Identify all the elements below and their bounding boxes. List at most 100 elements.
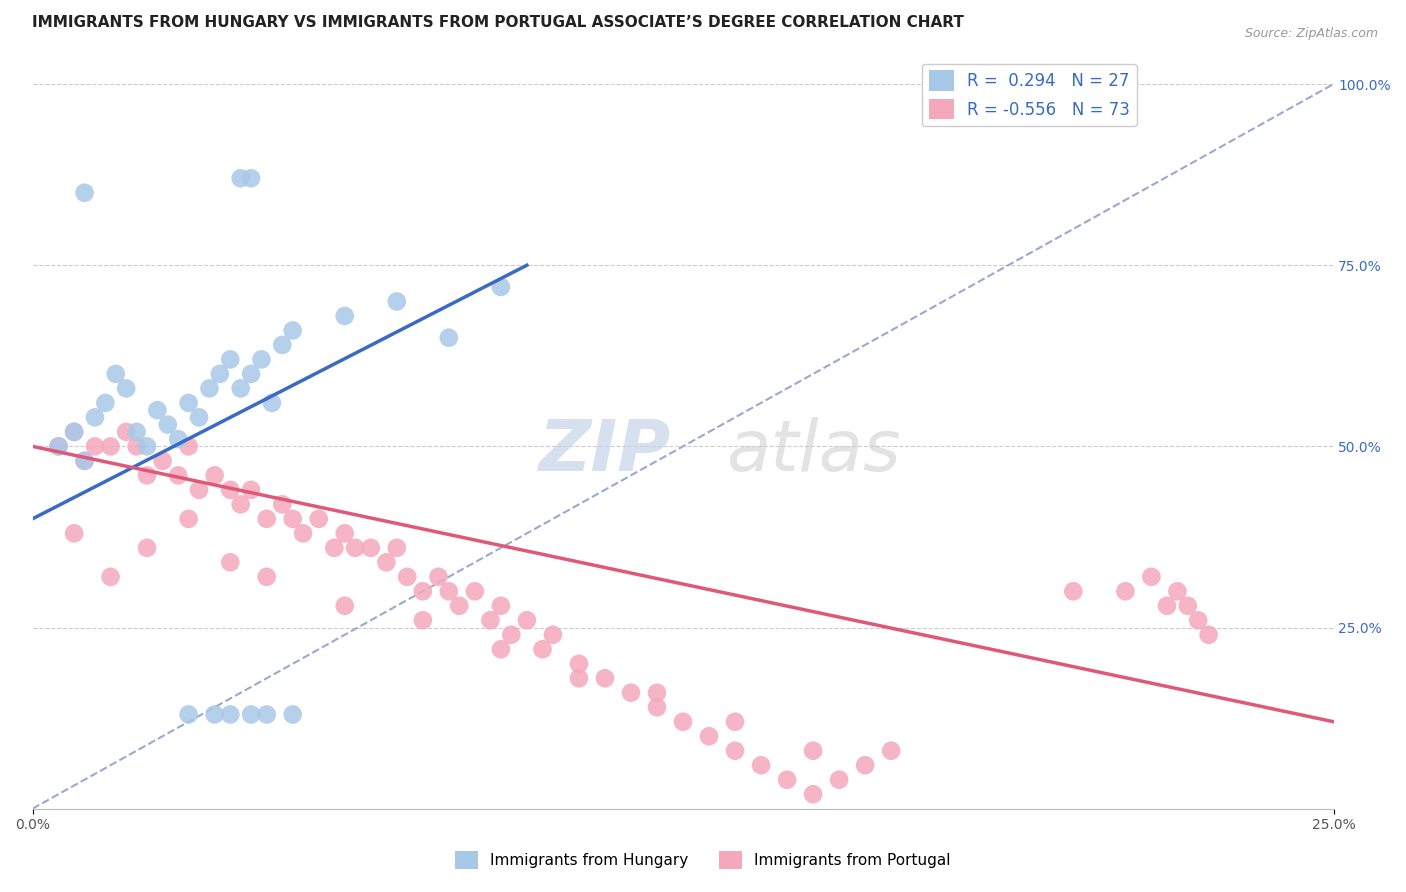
Point	[188, 410, 211, 425]
Point	[188, 483, 211, 497]
Point	[1198, 628, 1220, 642]
Text: Source: ZipAtlas.com: Source: ZipAtlas.com	[1244, 27, 1378, 40]
Point	[219, 555, 242, 569]
Point	[516, 613, 538, 627]
Point	[1114, 584, 1136, 599]
Legend: Immigrants from Hungary, Immigrants from Portugal: Immigrants from Hungary, Immigrants from…	[449, 845, 957, 875]
Point	[94, 396, 117, 410]
Point	[84, 410, 107, 425]
Point	[385, 541, 408, 555]
Point	[749, 758, 772, 772]
Point	[240, 367, 263, 381]
Point	[177, 512, 200, 526]
Point	[63, 425, 86, 439]
Point	[385, 294, 408, 309]
Point	[229, 171, 252, 186]
Point	[146, 403, 169, 417]
Point	[219, 707, 242, 722]
Point	[256, 570, 278, 584]
Point	[136, 541, 159, 555]
Point	[271, 338, 294, 352]
Point	[333, 309, 356, 323]
Point	[801, 787, 824, 801]
Point	[136, 468, 159, 483]
Point	[333, 599, 356, 613]
Point	[281, 323, 304, 337]
Point	[593, 671, 616, 685]
Point	[219, 483, 242, 497]
Point	[1187, 613, 1209, 627]
Point	[437, 331, 460, 345]
Point	[281, 512, 304, 526]
Point	[260, 396, 283, 410]
Point	[63, 526, 86, 541]
Point	[776, 772, 799, 787]
Point	[240, 483, 263, 497]
Point	[125, 439, 148, 453]
Point	[100, 570, 122, 584]
Point	[724, 744, 747, 758]
Point	[73, 186, 96, 200]
Point	[204, 707, 226, 722]
Point	[73, 454, 96, 468]
Point	[1166, 584, 1188, 599]
Text: ZIP: ZIP	[538, 417, 671, 485]
Point	[828, 772, 851, 787]
Point	[240, 707, 263, 722]
Point	[177, 439, 200, 453]
Point	[697, 729, 720, 743]
Point	[177, 396, 200, 410]
Point	[489, 642, 512, 657]
Point	[152, 454, 174, 468]
Point	[568, 671, 591, 685]
Point	[308, 512, 330, 526]
Point	[333, 526, 356, 541]
Point	[167, 432, 190, 446]
Point	[256, 707, 278, 722]
Point	[489, 599, 512, 613]
Point	[125, 425, 148, 439]
Point	[375, 555, 398, 569]
Point	[156, 417, 179, 432]
Point	[412, 613, 434, 627]
Point	[84, 439, 107, 453]
Point	[412, 584, 434, 599]
Point	[479, 613, 502, 627]
Point	[73, 454, 96, 468]
Point	[724, 714, 747, 729]
Point	[1177, 599, 1199, 613]
Point	[360, 541, 382, 555]
Point	[204, 468, 226, 483]
Point	[229, 497, 252, 511]
Point	[1156, 599, 1178, 613]
Point	[271, 497, 294, 511]
Point	[63, 425, 86, 439]
Point	[104, 367, 127, 381]
Point	[568, 657, 591, 671]
Point	[396, 570, 419, 584]
Point	[672, 714, 695, 729]
Point	[344, 541, 367, 555]
Point	[48, 439, 70, 453]
Point	[801, 744, 824, 758]
Point	[880, 744, 903, 758]
Point	[464, 584, 486, 599]
Point	[323, 541, 346, 555]
Point	[115, 381, 138, 395]
Point	[250, 352, 273, 367]
Point	[115, 425, 138, 439]
Point	[645, 686, 668, 700]
Point	[240, 171, 263, 186]
Point	[48, 439, 70, 453]
Point	[136, 439, 159, 453]
Point	[541, 628, 564, 642]
Legend: R =  0.294   N = 27, R = -0.556   N = 73: R = 0.294 N = 27, R = -0.556 N = 73	[922, 63, 1136, 126]
Point	[489, 280, 512, 294]
Point	[427, 570, 450, 584]
Text: IMMIGRANTS FROM HUNGARY VS IMMIGRANTS FROM PORTUGAL ASSOCIATE’S DEGREE CORRELATI: IMMIGRANTS FROM HUNGARY VS IMMIGRANTS FR…	[32, 15, 965, 30]
Point	[177, 707, 200, 722]
Point	[620, 686, 643, 700]
Point	[645, 700, 668, 714]
Point	[501, 628, 523, 642]
Point	[229, 381, 252, 395]
